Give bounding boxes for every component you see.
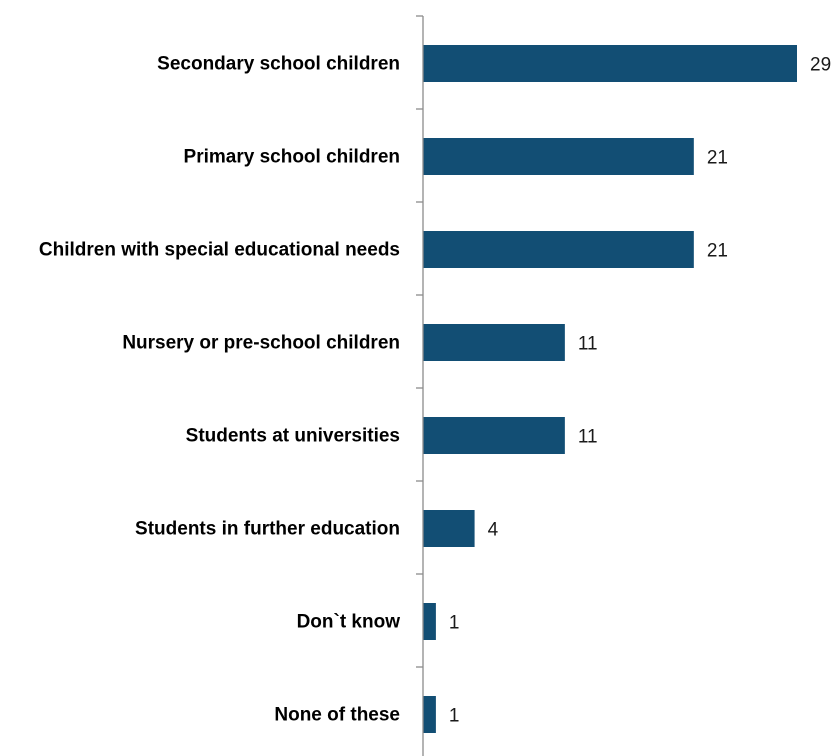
value-label-1: 21 [707, 148, 728, 169]
category-label-6: Don`t know [297, 612, 401, 633]
category-label-7: None of these [274, 705, 400, 726]
value-label-2: 21 [707, 241, 728, 262]
value-label-0: 29 [810, 55, 831, 76]
value-label-4: 11 [578, 427, 598, 448]
value-label-7: 1 [449, 706, 460, 727]
value-label-5: 4 [488, 520, 499, 541]
bar-5 [423, 510, 475, 547]
category-axis [416, 15, 424, 756]
category-label-2: Children with special educational needs [39, 240, 400, 261]
bar-0 [423, 45, 797, 82]
bar-7 [423, 696, 436, 733]
value-label-6: 1 [449, 613, 460, 634]
category-label-1: Primary school children [184, 147, 400, 168]
category-labels-layer: Secondary school children Primary school … [39, 54, 400, 726]
bar-1 [423, 138, 694, 175]
category-label-3: Nursery or pre-school children [122, 333, 400, 354]
bar-4 [423, 417, 565, 454]
bar-3 [423, 324, 565, 361]
bar-6 [423, 603, 436, 640]
category-label-0: Secondary school children [157, 54, 400, 75]
bar-2 [423, 231, 694, 268]
category-label-5: Students in further education [135, 519, 400, 540]
category-label-4: Students at universities [186, 426, 400, 447]
value-label-3: 11 [578, 334, 598, 355]
bars-layer [423, 45, 797, 733]
